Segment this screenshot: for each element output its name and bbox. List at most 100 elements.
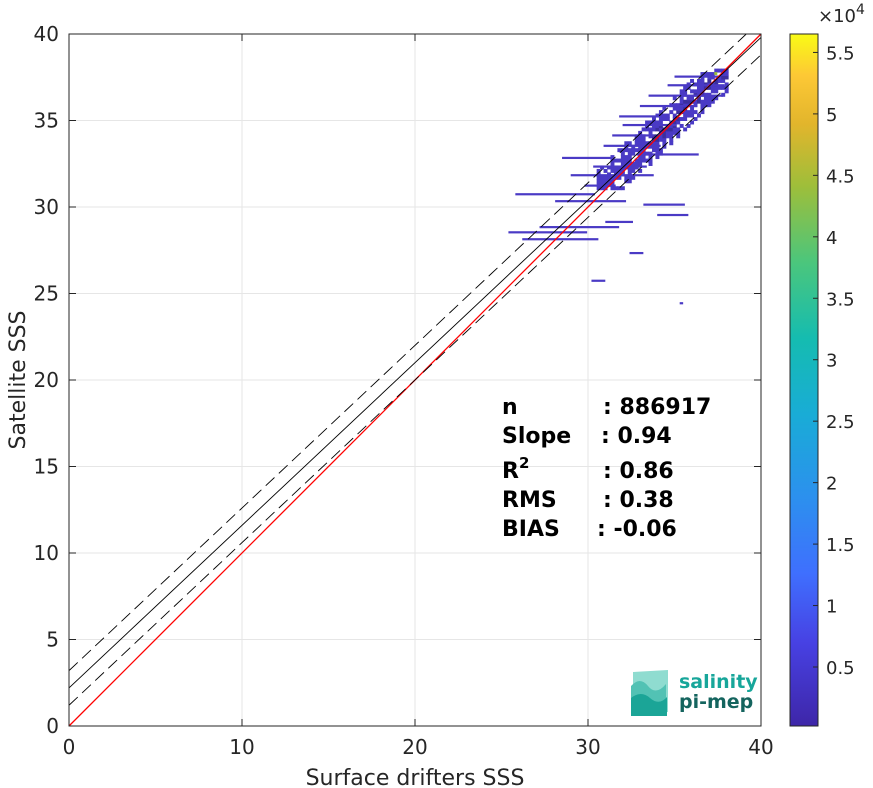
density-cell	[627, 155, 632, 160]
density-cell	[607, 179, 611, 184]
density-streak	[619, 115, 668, 118]
line-fit-	[68, 54, 762, 706]
density-streak	[522, 238, 599, 241]
density-cell	[652, 141, 656, 146]
density-streak	[674, 75, 720, 78]
density-cell	[617, 175, 622, 180]
density-cell	[603, 168, 608, 173]
density-cell	[714, 78, 719, 83]
y-tick-label: 40	[34, 22, 59, 46]
density-cell	[665, 134, 670, 139]
density-cell	[721, 92, 726, 97]
density-cell	[669, 120, 674, 125]
density-cell	[658, 134, 663, 139]
density-cell	[669, 110, 674, 115]
x-axis-label: Surface drifters SSS	[306, 766, 525, 788]
density-cell	[714, 96, 719, 101]
density-cell	[648, 120, 653, 125]
colorbar-ticks: 0.5 1 1.5 2 2.5 3 3.5 4 4.5 5 5.5	[813, 43, 855, 679]
density-cell	[676, 120, 681, 125]
density-cell	[703, 99, 708, 104]
density-cell	[641, 158, 646, 163]
density-cell	[724, 72, 729, 77]
density-cell	[724, 89, 729, 94]
density-cell	[672, 106, 677, 111]
density-cell	[700, 110, 705, 115]
density-cell	[655, 141, 660, 146]
density-cell	[627, 162, 632, 166]
density-cell	[703, 85, 708, 90]
density-streak	[570, 174, 654, 177]
density-cell	[721, 68, 726, 73]
stat-n-value: : 886917	[603, 395, 711, 420]
density-cell	[696, 85, 701, 90]
density-cell	[679, 106, 684, 111]
density-cell	[690, 89, 695, 94]
density-cell	[683, 110, 688, 115]
density-cell	[634, 141, 639, 146]
density-cell	[596, 175, 601, 180]
density-cell	[707, 72, 712, 77]
density-cell	[658, 110, 663, 115]
density-cell	[721, 72, 726, 77]
stat-slope-value: : 0.94	[601, 424, 672, 449]
density-cell	[638, 155, 643, 160]
density-cell	[658, 148, 663, 153]
density-cell	[710, 89, 715, 94]
density-cell	[624, 155, 629, 160]
stat-rms-label: RMS	[502, 488, 557, 513]
density-cell	[610, 186, 615, 191]
density-cell	[721, 78, 726, 83]
density-cell	[655, 155, 660, 160]
density-cell	[627, 168, 632, 173]
density-cell	[610, 162, 615, 166]
density-cell	[638, 168, 643, 173]
density-cell	[721, 75, 726, 80]
density-cell	[700, 99, 705, 104]
density-cell	[686, 123, 691, 128]
density-streak	[612, 134, 654, 137]
density-cell	[620, 155, 625, 160]
density-cell	[690, 106, 695, 111]
density-cell	[700, 78, 705, 83]
density-cell	[596, 168, 601, 173]
density-cell	[652, 148, 656, 153]
density-cell	[724, 85, 729, 90]
density-cell	[665, 113, 670, 118]
y-tick-label: 0	[46, 714, 59, 738]
density-cell	[610, 175, 615, 180]
density-cell	[610, 158, 615, 163]
density-cell	[696, 96, 701, 101]
density-cell	[624, 141, 629, 146]
density-streak	[679, 302, 684, 305]
density-cell	[645, 141, 650, 146]
y-tick-label: 20	[34, 368, 59, 392]
density-cell	[717, 75, 722, 80]
density-cell	[634, 158, 639, 163]
density-cell	[641, 127, 646, 132]
stat-bias-value: : -0.06	[597, 517, 677, 542]
y-tick-label: 10	[34, 541, 59, 565]
stat-n-label: n	[502, 395, 518, 420]
density-cell	[714, 85, 719, 90]
logo-text-pi-mep: pi-mep	[679, 691, 753, 713]
colorbar-tick-label: 0.5	[826, 658, 855, 679]
density-cell	[624, 175, 629, 180]
density-streak	[515, 193, 595, 196]
density-cell	[683, 127, 688, 132]
density-cell	[596, 186, 601, 191]
density-cell	[607, 175, 611, 180]
density-cell	[641, 155, 646, 160]
density-cell	[693, 110, 698, 115]
colorbar-tick-label: 3	[826, 351, 837, 372]
density-cell	[658, 120, 663, 125]
density-cell	[627, 175, 632, 180]
density-cell	[645, 127, 650, 132]
density-cell	[700, 85, 705, 90]
density-cell	[696, 113, 701, 118]
colorbar-tick-label: 4.5	[826, 166, 855, 187]
density-cell	[672, 113, 677, 118]
y-tick-label: 25	[34, 282, 59, 306]
density-cell	[703, 103, 708, 108]
density-streak	[584, 184, 616, 187]
